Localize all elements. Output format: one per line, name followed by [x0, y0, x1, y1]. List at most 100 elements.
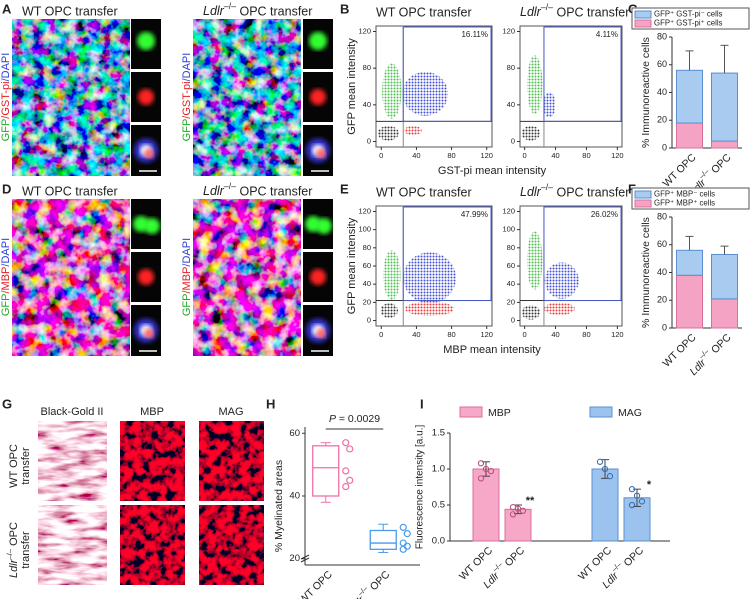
row-label: WT OPC	[8, 444, 20, 488]
y-tick-label: 40	[363, 100, 371, 109]
data-point	[601, 465, 609, 473]
gate-percent: 26.02%	[591, 210, 618, 219]
y-tick-label: 60	[657, 239, 667, 249]
data-point	[482, 465, 490, 473]
data-point	[399, 523, 407, 531]
gate	[543, 206, 622, 302]
legend-frame	[631, 7, 750, 30]
row-label: Ldlr–/– OPC	[5, 522, 20, 578]
chart-title: Ldlr–/– OPC transfer	[520, 182, 629, 199]
gate	[543, 26, 622, 122]
row-label: transfer	[20, 531, 32, 569]
image-title: WT OPC transfer	[22, 4, 118, 18]
panel-label: G	[2, 396, 12, 411]
stain-part: /GST-pi	[0, 81, 12, 118]
point-cloud	[405, 301, 455, 316]
bar	[504, 508, 532, 542]
chart-title: WT OPC transfer	[376, 185, 472, 199]
gate	[402, 26, 492, 122]
micrograph	[120, 421, 185, 501]
data-point	[606, 473, 614, 480]
inset-cell	[144, 328, 154, 339]
panel-label: I	[420, 396, 424, 411]
y-tick-label: 20	[289, 553, 300, 564]
y-tick-label: 40	[657, 267, 667, 277]
panel-label: A	[2, 1, 12, 16]
panel-label: B	[340, 1, 349, 16]
y-tick-label: 40	[507, 279, 515, 288]
column-header: MAG	[218, 406, 243, 418]
legend-label: GFP⁺ GST-pi⁻ cells	[654, 10, 723, 19]
stain-part: /DAPI	[0, 53, 12, 82]
data-point	[346, 445, 354, 453]
inset-cell	[144, 148, 154, 159]
inset-cell	[138, 269, 154, 285]
image-title: Ldlr–/– OPC transfer	[203, 181, 312, 198]
gate-percent: 47.99%	[461, 210, 488, 219]
inset-cell	[316, 218, 332, 234]
micrograph	[199, 421, 264, 501]
x-tick-label: 40	[412, 151, 420, 160]
legend-label: MBP	[488, 407, 511, 419]
y-tick-label: 120	[358, 26, 371, 35]
stain-part: GFP	[181, 119, 193, 142]
image-title: WT OPC transfer	[22, 184, 118, 198]
stain-part: /DAPI	[181, 238, 193, 267]
y-tick-label: 40	[657, 87, 667, 97]
inset-cell	[316, 328, 326, 339]
data-point	[633, 492, 641, 499]
micrograph	[199, 505, 264, 585]
column-header: Black-Gold II	[41, 406, 104, 418]
gate	[402, 206, 492, 302]
legend-swatch	[634, 19, 652, 28]
micrograph	[12, 19, 130, 176]
y-tick-label: 0	[662, 142, 667, 152]
point-cloud	[526, 231, 543, 290]
y-tick-label: 120	[502, 206, 515, 215]
legend-swatch	[634, 190, 652, 199]
panel-label: H	[266, 396, 275, 411]
x-axis-label: MBP mean intensity	[443, 344, 541, 356]
significance: **	[526, 495, 535, 507]
y-tick-label: 40	[363, 279, 371, 288]
y-tick-label: 120	[358, 206, 371, 215]
p-value: P = 0.0029	[329, 413, 380, 425]
y-tick-label: 0	[367, 316, 371, 325]
micrograph	[120, 505, 185, 585]
x-tick-label: 80	[582, 330, 590, 339]
point-cloud	[404, 125, 422, 136]
x-tick-label: 120	[611, 330, 624, 339]
stain-part: /MBP	[0, 267, 12, 294]
gate-percent: 4.11%	[596, 30, 618, 39]
legend-label: GFP⁺ MBP⁺ cells	[654, 199, 715, 208]
inset-cell	[144, 218, 160, 234]
x-tick-label: 120	[611, 151, 624, 160]
chart-title: WT OPC transfer	[376, 5, 472, 19]
bar-segment	[676, 69, 703, 124]
inset-cell	[138, 89, 154, 105]
gate-percent: 16.11%	[461, 30, 488, 39]
point-cloud	[544, 262, 579, 299]
bar-segment	[676, 249, 703, 276]
point-cloud	[403, 252, 456, 304]
stain-part: GFP	[181, 294, 193, 317]
x-tick-label: 0	[523, 330, 527, 339]
bar-segment	[676, 122, 703, 149]
box	[369, 529, 397, 550]
y-tick-label: 0	[367, 136, 371, 145]
y-axis-label: Fluorescence intensity [a.u.]	[415, 425, 426, 550]
x-tick-label: 40	[551, 151, 559, 160]
x-tick-label: 120	[480, 151, 493, 160]
charts: 0 40 80 120 0 40 80 120 WT OPC transfer 16.11% GFP…	[273, 2, 750, 599]
data-point	[399, 539, 407, 547]
bar	[591, 468, 619, 542]
x-tick-label: 80	[582, 151, 590, 160]
stain-label: GFP/MBP/DAPI	[0, 238, 12, 316]
inset-cell	[316, 148, 326, 159]
inset-cell	[309, 32, 327, 50]
data-point	[596, 458, 604, 465]
y-tick-label: 40	[507, 100, 515, 109]
panel-label: E	[340, 181, 349, 196]
y-tick-label: 20	[507, 297, 515, 306]
axis-break	[300, 557, 310, 563]
